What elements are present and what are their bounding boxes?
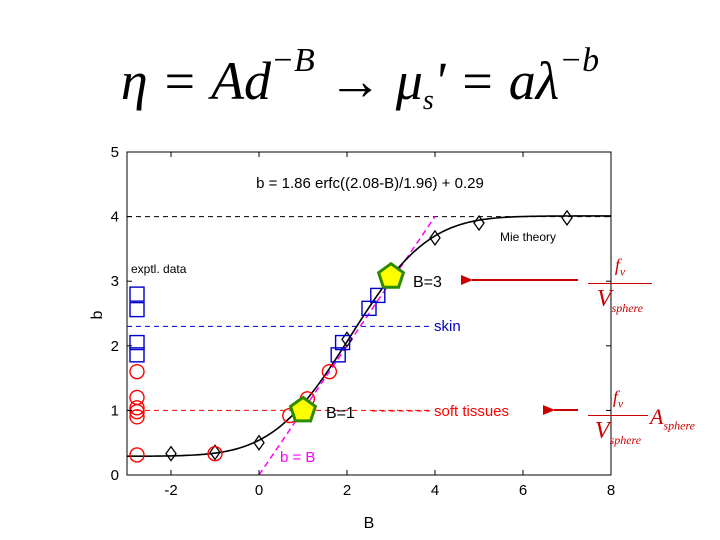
v-symbol: V xyxy=(596,285,612,312)
x-tick-label: 6 xyxy=(519,482,527,499)
skin-data-square xyxy=(370,287,386,304)
exptl-data-circle xyxy=(129,447,145,463)
exptl-data-square xyxy=(129,334,145,351)
x-axis-label: B xyxy=(364,515,375,532)
skin-label: skin xyxy=(434,318,461,335)
skin-data-square xyxy=(330,347,346,363)
mie-theory-point xyxy=(341,331,353,348)
mie-theory-point xyxy=(209,444,221,461)
x-tick-label: 0 xyxy=(255,482,263,499)
formula-title: η = Ad−B → μs' = aλ−b xyxy=(120,42,600,116)
diagonal-label: b = B xyxy=(280,449,315,466)
y-axis-label: b xyxy=(89,310,106,319)
x-tick-label: 2 xyxy=(343,482,351,499)
b3-label: B=3 xyxy=(413,274,442,291)
highlight-pentagon xyxy=(376,261,406,289)
exptl-data-circle xyxy=(129,409,145,425)
mie-theory-point xyxy=(473,214,485,232)
fit-equation-label: b = 1.86 erfc((2.08-B)/1.96) + 0.29 xyxy=(256,175,484,192)
fv-subscript-2: v xyxy=(617,396,624,411)
y-tick-label: 3 xyxy=(111,273,119,290)
mie-theory-label: Mie theory xyxy=(500,230,556,244)
exptl-data-square xyxy=(129,301,145,318)
skin-data-square xyxy=(361,300,377,317)
x-tick-label: 4 xyxy=(431,482,439,499)
y-tick-label: 5 xyxy=(111,144,119,161)
exptl-data-square xyxy=(129,347,145,363)
exptl-data-label: exptl. data xyxy=(131,262,187,276)
fv-symbol-2: f xyxy=(612,387,618,407)
exptl-data-circle xyxy=(129,389,145,406)
y-tick-label: 1 xyxy=(111,402,119,419)
soft-tissue-data-circle xyxy=(321,363,338,380)
mie-theory-point xyxy=(253,434,265,451)
v-symbol-2: V xyxy=(594,417,610,444)
fraction-fv-over-vsphere: fv Vsphere xyxy=(588,254,652,322)
y-tick-label: 2 xyxy=(111,338,119,355)
mie-theory-point xyxy=(165,445,177,462)
y-tick-label: 4 xyxy=(111,209,119,226)
soft-tissue-data-circle xyxy=(207,445,223,462)
a-subscript: sphere xyxy=(663,418,695,433)
mie-theory-point xyxy=(429,229,441,247)
fraction-fv-over-vsphere-times-asphere: fv Vsphere xyxy=(588,386,648,454)
y-tick-label: 0 xyxy=(111,467,119,484)
exptl-data-square xyxy=(129,286,145,302)
soft-tissues-label: soft tissues xyxy=(434,403,509,420)
v-subscript: sphere xyxy=(611,300,644,315)
a-sphere-factor: Asphere xyxy=(650,404,695,433)
skin-data-square xyxy=(334,334,351,351)
b1-label: B=1 xyxy=(326,405,355,422)
v-subscript-2: sphere xyxy=(609,432,642,447)
exptl-data-circle xyxy=(129,400,145,416)
exptl-data-circle xyxy=(129,363,145,380)
x-tick-label: 8 xyxy=(607,482,615,499)
fv-subscript: v xyxy=(619,264,626,279)
fv-symbol: f xyxy=(614,255,620,275)
highlight-pentagon xyxy=(288,395,318,423)
mie-theory-point xyxy=(561,209,573,227)
x-tick-label: -2 xyxy=(164,482,177,499)
a-symbol: A xyxy=(650,404,664,429)
